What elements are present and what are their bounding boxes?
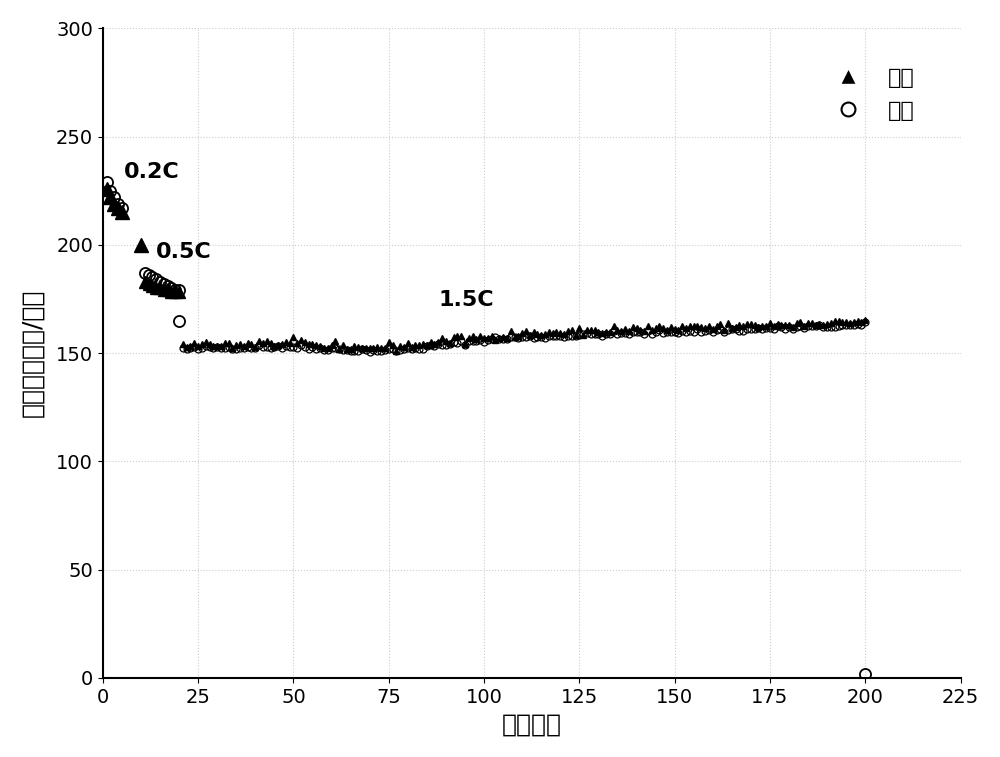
Text: 0.5C: 0.5C	[156, 242, 212, 262]
Text: 0.2C: 0.2C	[124, 162, 180, 182]
Y-axis label: 容量（毫安时/克）: 容量（毫安时/克）	[21, 289, 45, 417]
Legend: 充电, 放电: 充电, 放电	[817, 59, 924, 130]
X-axis label: 循环次数: 循环次数	[502, 712, 562, 736]
Text: 1.5C: 1.5C	[438, 290, 494, 310]
